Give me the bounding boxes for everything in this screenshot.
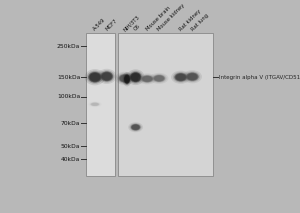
Text: MCF7: MCF7 <box>104 18 118 32</box>
Ellipse shape <box>130 123 142 131</box>
Ellipse shape <box>88 72 101 82</box>
Ellipse shape <box>138 73 157 84</box>
Ellipse shape <box>142 76 152 82</box>
Ellipse shape <box>171 71 190 84</box>
Bar <box>86 33 116 176</box>
Ellipse shape <box>153 75 166 82</box>
Ellipse shape <box>140 74 155 83</box>
Ellipse shape <box>131 73 140 81</box>
Text: 150kDa: 150kDa <box>57 75 80 80</box>
Ellipse shape <box>130 72 142 83</box>
Ellipse shape <box>99 70 115 83</box>
Ellipse shape <box>186 72 199 81</box>
Bar <box>118 33 213 176</box>
Ellipse shape <box>97 69 116 84</box>
Ellipse shape <box>176 74 186 81</box>
Ellipse shape <box>130 124 141 131</box>
Ellipse shape <box>150 73 168 84</box>
Ellipse shape <box>187 73 197 80</box>
Text: 70kDa: 70kDa <box>61 121 80 126</box>
Ellipse shape <box>141 75 154 83</box>
Ellipse shape <box>102 72 112 81</box>
Text: Rat lung: Rat lung <box>190 13 209 32</box>
Ellipse shape <box>116 72 134 85</box>
Ellipse shape <box>184 71 200 82</box>
Ellipse shape <box>152 74 167 83</box>
Text: 40kDa: 40kDa <box>61 157 80 162</box>
Ellipse shape <box>124 74 130 84</box>
Text: C6: C6 <box>133 24 142 32</box>
Text: Rat kidney: Rat kidney <box>178 9 202 32</box>
Ellipse shape <box>122 72 132 86</box>
Ellipse shape <box>124 75 130 83</box>
Ellipse shape <box>183 70 202 83</box>
Ellipse shape <box>141 75 153 82</box>
Ellipse shape <box>89 73 100 82</box>
Text: 250kDa: 250kDa <box>57 44 80 49</box>
Text: Mouse brain: Mouse brain <box>145 6 171 32</box>
Text: NIH/3T3: NIH/3T3 <box>122 14 140 32</box>
Ellipse shape <box>89 102 101 107</box>
Ellipse shape <box>123 73 131 85</box>
Ellipse shape <box>91 102 99 106</box>
Ellipse shape <box>119 74 130 82</box>
Text: 100kDa: 100kDa <box>57 94 80 99</box>
Ellipse shape <box>118 74 131 83</box>
Text: 50kDa: 50kDa <box>61 144 80 149</box>
Ellipse shape <box>117 73 132 84</box>
Ellipse shape <box>132 125 140 130</box>
Ellipse shape <box>90 102 100 106</box>
Ellipse shape <box>127 69 145 85</box>
Ellipse shape <box>91 103 99 106</box>
Ellipse shape <box>101 72 113 81</box>
Ellipse shape <box>128 71 143 84</box>
Ellipse shape <box>175 73 187 81</box>
Ellipse shape <box>173 72 189 83</box>
Text: Integrin alpha V (ITGAV/CD51): Integrin alpha V (ITGAV/CD51) <box>219 75 300 80</box>
Ellipse shape <box>186 73 198 81</box>
Text: A-549: A-549 <box>93 18 107 32</box>
Ellipse shape <box>154 75 164 81</box>
Ellipse shape <box>174 73 188 82</box>
Ellipse shape <box>130 72 141 82</box>
Ellipse shape <box>88 72 102 83</box>
Ellipse shape <box>153 75 165 82</box>
Ellipse shape <box>85 69 105 85</box>
Ellipse shape <box>120 75 130 82</box>
Ellipse shape <box>124 75 130 84</box>
Text: Mouse kidney: Mouse kidney <box>157 3 186 32</box>
Ellipse shape <box>87 71 103 84</box>
Ellipse shape <box>131 124 140 130</box>
Ellipse shape <box>100 71 113 82</box>
Ellipse shape <box>128 122 143 132</box>
